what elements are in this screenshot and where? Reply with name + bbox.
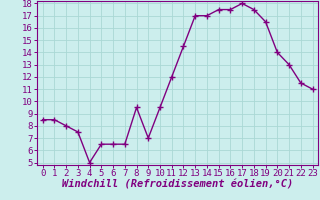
X-axis label: Windchill (Refroidissement éolien,°C): Windchill (Refroidissement éolien,°C) xyxy=(62,180,293,190)
